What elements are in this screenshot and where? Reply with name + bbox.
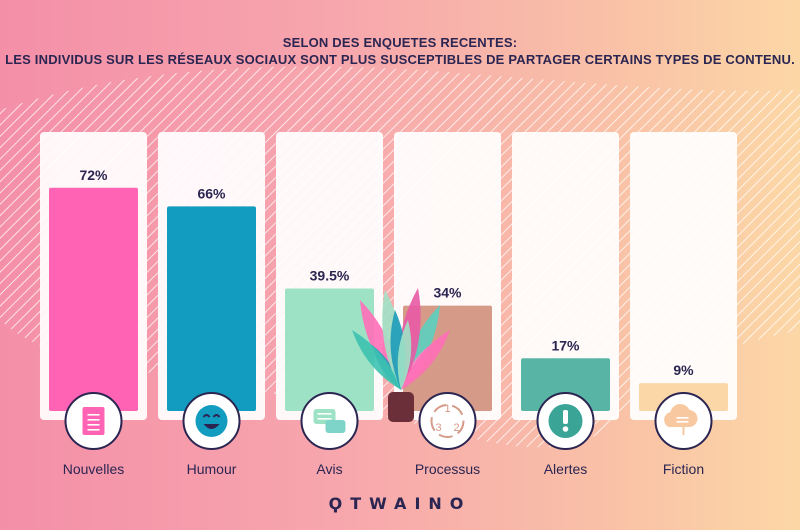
smiley-eyes [202,414,221,418]
cloud-line [676,421,689,423]
data-label: 17% [551,337,580,353]
exclamation-icon [536,392,595,450]
plant-pot [388,392,414,422]
document-line [87,419,100,421]
smiley-face [195,405,228,437]
bar-avis [285,288,374,411]
plant-illustration [352,288,450,422]
icon-badge [418,392,477,450]
chat-line [317,413,332,415]
document-line [87,429,100,431]
data-label: 9% [673,362,694,378]
data-label: 72% [79,167,108,183]
cycle-number: 2 [453,422,459,434]
data-label: 39.5% [310,268,350,284]
alert-dot [562,426,569,432]
cycle-steps-icon: 13 2 [418,392,477,450]
document-line [87,414,100,416]
category-label: Alertes [544,461,588,477]
chat-line [317,418,332,420]
chat-bubbles-icon [300,392,359,450]
category-label: Humour [187,461,237,477]
document-shape [82,407,105,435]
card-panel [630,132,737,420]
category-label: Nouvelles [63,461,124,477]
bar-humour [167,206,256,411]
cloud-icon [654,392,713,450]
alert-bar [563,410,568,424]
cloud-shape [664,403,698,428]
title-line-1: SELON DES ENQUETES RECENTES: [282,35,518,50]
cycle-number: 1 [444,403,450,415]
card-panel [512,132,619,420]
data-label: 66% [197,185,226,201]
data-label: 34% [433,285,462,301]
cloud-stem [682,427,685,435]
category-label: Avis [316,461,342,477]
plant-leaf [401,330,450,390]
title-line-2: LES INDIVIDUS SUR LES RÉSEAUX SOCIAUX SO… [5,52,795,67]
category-label: Processus [415,461,480,477]
plant-leaf [352,330,401,390]
smiley-face-icon [182,392,241,450]
chart-title: SELON DES ENQUETES RECENTES: LES INDIVID… [0,34,800,68]
bar-nouvelles [49,187,138,411]
plant-leaf [397,320,412,390]
cycle-ring [430,404,465,438]
chat-bubble [325,420,346,433]
document-icon [64,392,123,450]
category-label: Fiction [663,461,704,477]
twaino-logo: ϘTWAINO [328,494,472,513]
cycle-number: 3 [435,422,441,434]
cloud-line [676,417,689,419]
bar-alertes [521,358,610,411]
smiley-mouth [203,424,220,429]
document-line [87,424,100,426]
